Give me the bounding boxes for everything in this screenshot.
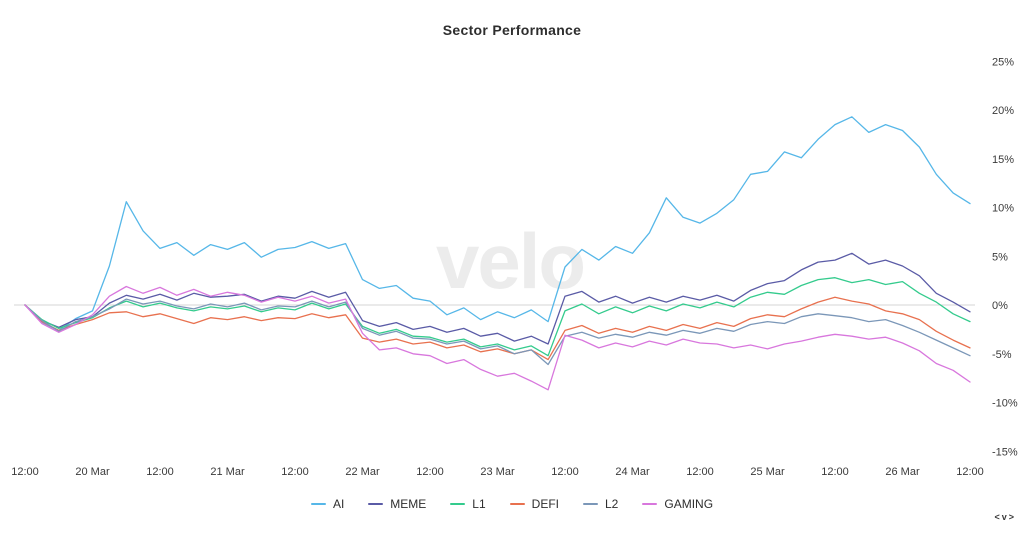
x-tick-label: 22 Mar: [345, 466, 380, 478]
chart-title: Sector Performance: [442, 22, 582, 38]
legend-swatch-gaming: [642, 503, 658, 505]
x-tick-label: 12:00: [11, 466, 39, 478]
x-tick-label: 21 Mar: [210, 466, 245, 478]
legend-swatch-l1: [450, 503, 466, 505]
x-tick-label: 12:00: [551, 466, 579, 478]
legend-label: L2: [605, 497, 619, 511]
x-tick-label: 12:00: [281, 466, 309, 478]
legend-label: AI: [332, 497, 345, 511]
series-line-meme: [24, 252, 971, 345]
y-tick-label: 0%: [992, 300, 1008, 312]
x-tick-label: 12:00: [821, 466, 849, 478]
legend-item-l1[interactable]: L1: [450, 497, 486, 511]
series-line-ai: [24, 116, 971, 332]
legend-item-l2[interactable]: L2: [583, 497, 618, 511]
x-tick-label: 24 Mar: [615, 466, 650, 478]
series-line-gaming: [24, 285, 971, 391]
legend-label: DEFI: [531, 497, 559, 511]
series-line-defi: [24, 296, 971, 361]
legend-swatch-defi: [509, 503, 525, 505]
x-tick-label: 20 Mar: [75, 466, 110, 478]
y-tick-label: -5%: [992, 349, 1012, 361]
legend-label: GAMING: [664, 497, 714, 511]
y-axis-labels: 25% 20% 15% 10% 5% 0% -5% -10% -15%: [992, 56, 1018, 458]
y-tick-label: 25%: [992, 56, 1014, 68]
legend-swatch-l2: [583, 503, 598, 505]
series-layer: [24, 116, 971, 391]
x-tick-label: 12:00: [686, 466, 714, 478]
x-axis-labels: 12:00 20 Mar 12:00 21 Mar 12:00 22 Mar 12:00 23…: [11, 466, 984, 478]
x-tick-label: 23 Mar: [480, 466, 515, 478]
legend-swatch-meme: [368, 503, 384, 505]
legend-item-ai[interactable]: AI: [310, 497, 345, 511]
legend-item-defi[interactable]: DEFI: [509, 497, 559, 511]
velo-watermark: velo: [436, 217, 586, 305]
velo-logo-mark: <v>: [994, 512, 1016, 522]
y-tick-label: 10%: [992, 203, 1014, 215]
y-tick-label: -10%: [992, 398, 1018, 410]
x-tick-label: 25 Mar: [750, 466, 785, 478]
x-tick-label: 26 Mar: [885, 466, 920, 478]
legend-item-gaming[interactable]: GAMING: [642, 497, 713, 511]
y-tick-label: 5%: [992, 251, 1008, 263]
y-tick-label: 15%: [992, 154, 1014, 166]
legend-swatch-ai: [310, 503, 326, 505]
legend-item-meme[interactable]: MEME: [368, 497, 426, 511]
series-line-l2: [24, 298, 971, 366]
x-tick-label: 12:00: [956, 466, 984, 478]
y-tick-label: -15%: [992, 446, 1018, 458]
x-tick-label: 12:00: [146, 466, 174, 478]
y-tick-label: 20%: [992, 105, 1014, 117]
x-tick-label: 12:00: [416, 466, 444, 478]
legend-label: L1: [472, 497, 486, 511]
legend-label: MEME: [390, 497, 427, 511]
series-line-l1: [24, 277, 971, 357]
chart-legend: AI MEME L1 DEFI L2 GAMING: [0, 497, 1024, 511]
